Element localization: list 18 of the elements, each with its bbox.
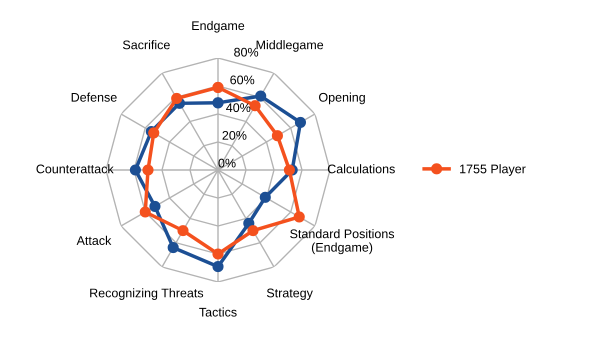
y-tick-label: 20% bbox=[222, 130, 246, 140]
spoke-label: Attack bbox=[76, 236, 112, 245]
y-tick-label: 0% bbox=[218, 158, 236, 168]
spoke-label: Strategy bbox=[266, 288, 313, 300]
spoke-label: Endgame bbox=[192, 20, 244, 33]
spoke-label: Recognizing Threats bbox=[90, 288, 204, 300]
spoke-label: Calculations bbox=[328, 164, 395, 174]
spoke-label: Tactics bbox=[199, 307, 237, 317]
spoke-label: Sacrifice bbox=[122, 40, 170, 50]
y-tick-label: 40% bbox=[226, 103, 250, 112]
spoke-label: Opening bbox=[319, 92, 365, 104]
spoke-label: Standard Positions (Endgame) bbox=[290, 229, 394, 254]
legend-label: 1755 Player bbox=[460, 164, 526, 176]
spoke-label: Middlegame bbox=[256, 40, 324, 52]
spoke-label: Defense bbox=[72, 92, 117, 102]
y-tick-label: 80% bbox=[234, 48, 258, 57]
spoke-label: Counterattack bbox=[36, 164, 114, 174]
y-tick-label: 60% bbox=[230, 75, 254, 84]
